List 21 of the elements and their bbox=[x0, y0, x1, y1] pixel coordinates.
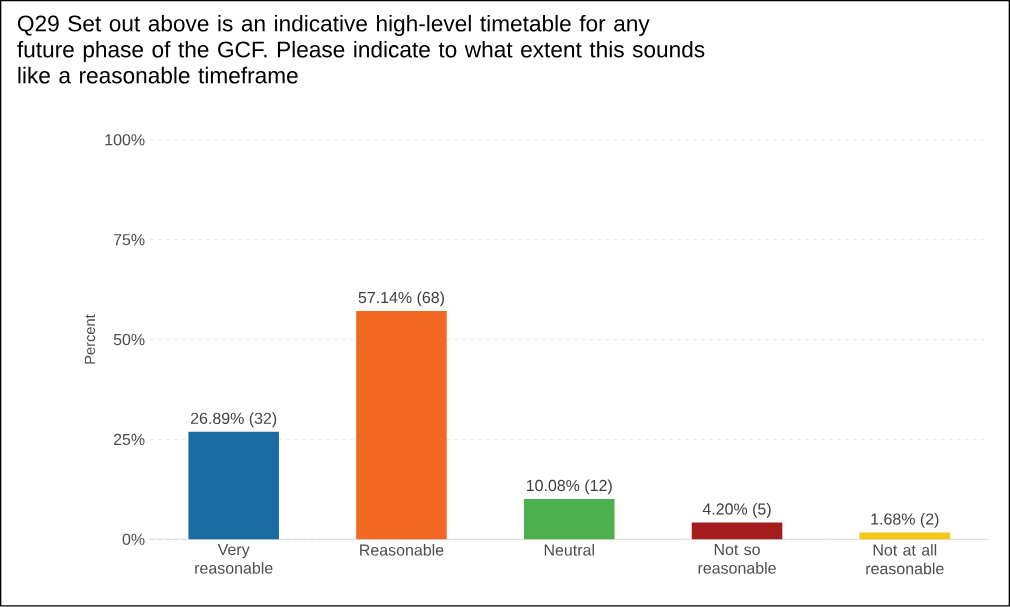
bar bbox=[691, 522, 783, 540]
data-label: 57.14% (68) bbox=[358, 291, 444, 307]
y-tick-label: 75% bbox=[113, 234, 145, 246]
bar bbox=[523, 499, 615, 540]
x-tick-label: Neutral bbox=[544, 544, 594, 556]
y-tick-label: 0% bbox=[122, 533, 145, 546]
y-axis-title: Percent bbox=[84, 314, 96, 364]
data-label: 10.08% (12) bbox=[526, 479, 612, 495]
bar bbox=[356, 311, 447, 540]
y-tick-label: 100% bbox=[105, 134, 145, 146]
x-tick-label: Not at all reasonable bbox=[866, 544, 944, 575]
data-label: 4.20% (5) bbox=[702, 503, 771, 519]
bar bbox=[188, 432, 279, 540]
data-label: 1.68% (2) bbox=[871, 513, 939, 529]
data-label: 26.89% (32) bbox=[190, 412, 277, 428]
x-tick-label: Very reasonable bbox=[195, 544, 273, 575]
x-tick-label: Reasonable bbox=[360, 544, 444, 556]
y-tick-label: 25% bbox=[113, 434, 145, 446]
x-tick-label: Not so reasonable bbox=[698, 544, 776, 575]
chart-title: Q29 Set out above is an indicative high-level timetable for any future phase of the GCF. Please indicate to what extent this sounds like a reasonable timeframe bbox=[17, 15, 705, 84]
y-tick-label: 50% bbox=[113, 334, 145, 346]
